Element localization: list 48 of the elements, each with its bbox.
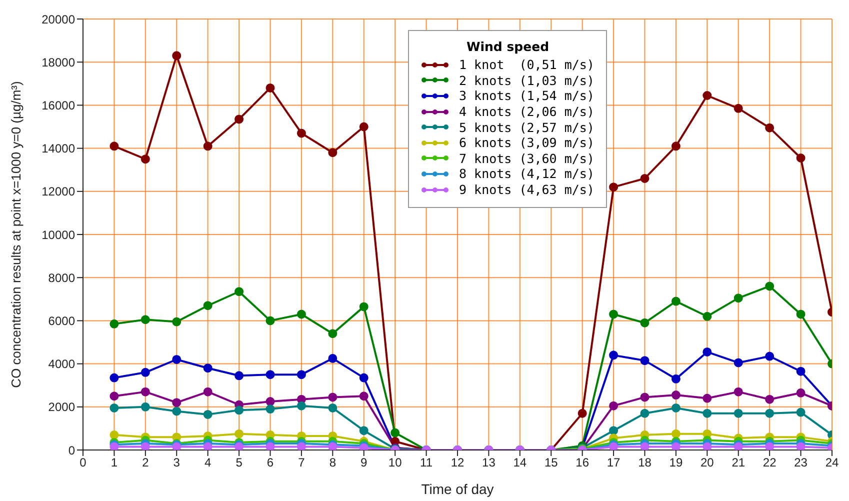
legend-label: 3 knots (1,54 m/s) [459, 88, 594, 104]
x-tick-label: 17 [606, 456, 621, 470]
legend-label: 7 knots (3,60 m/s) [459, 150, 594, 166]
x-tick-label: 6 [266, 456, 274, 470]
x-tick-label: 16 [576, 456, 590, 470]
legend-label: 2 knots (1,03 m/s) [459, 72, 594, 88]
y-tick-label: 10000 [42, 228, 76, 242]
x-tick-label: 2 [142, 456, 150, 470]
legend-label: 9 knots (4,63 m/s) [459, 182, 594, 198]
legend-title: Wind speed [465, 39, 550, 54]
x-tick-label: 22 [762, 456, 777, 470]
x-tick-label: 0 [80, 456, 87, 470]
y-axis-title: CO concentration results at point x=1000 y=0 (µg/m³) [8, 81, 24, 388]
x-tick-label: 23 [794, 456, 808, 470]
x-tick-label: 20 [700, 456, 714, 470]
x-tick-label: 15 [544, 456, 558, 470]
x-tick-label: 18 [638, 456, 652, 470]
y-tick-label: 12000 [42, 184, 76, 199]
x-tick-label: 11 [420, 456, 433, 470]
y-tick-label: 20000 [42, 12, 76, 26]
x-tick-label: 1 [110, 456, 118, 470]
x-tick-label: 8 [329, 456, 336, 470]
x-tick-label: 12 [450, 456, 464, 470]
y-tick-label: 0 [68, 443, 76, 458]
x-tick-label: 5 [236, 456, 243, 470]
x-tick-label: 10 [388, 456, 402, 470]
x-axis-title: Time of day [421, 481, 494, 497]
y-tick-label: 14000 [42, 142, 76, 156]
y-tick-label: 4000 [48, 357, 76, 372]
y-tick-label: 6000 [48, 314, 76, 328]
x-tick-label: 3 [173, 456, 180, 470]
x-tick-label: 4 [204, 456, 212, 470]
x-tick-label: 21 [732, 456, 746, 470]
y-tick-label: 16000 [42, 98, 76, 112]
y-tick-label: 18000 [42, 55, 76, 70]
x-tick-label: 14 [513, 456, 527, 470]
x-tick-label: 9 [360, 456, 368, 470]
x-tick-label: 24 [825, 456, 839, 470]
legend-label: 5 knots (2,57 m/s) [459, 120, 594, 135]
legend-label: 4 knots (2,06 m/s) [459, 104, 594, 120]
x-tick-label: 19 [669, 456, 683, 470]
legend-label: 6 knots (3,09 m/s) [459, 135, 594, 150]
y-tick-label: 2000 [48, 400, 76, 414]
y-tick-label: 8000 [48, 270, 76, 285]
legend-label: 1 knot (0,51 m/s) [459, 57, 594, 72]
x-tick-label: 7 [298, 456, 306, 470]
legend-label: 8 knots (4,12 m/s) [459, 166, 594, 182]
x-tick-label: 13 [482, 456, 496, 470]
